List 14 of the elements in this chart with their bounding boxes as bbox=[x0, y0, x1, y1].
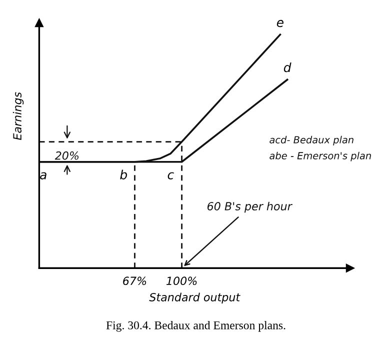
annotation: c bbox=[168, 172, 174, 180]
text: Fig. 30.4. Bedaux and Emerson plans. bbox=[106, 321, 286, 332]
annotation: d bbox=[284, 62, 292, 72]
x-tick-label: 67% bbox=[123, 276, 146, 286]
x-axis-title: Standard output bbox=[149, 292, 240, 304]
y-axis-title: Earnings bbox=[12, 92, 24, 140]
x-tick-label: 100% bbox=[166, 276, 197, 286]
annotation: 20% bbox=[54, 151, 79, 160]
annotation: acd- Bedaux plan bbox=[270, 136, 354, 146]
annotation: 60 B's per hour bbox=[207, 202, 292, 213]
annotation: abe - Emerson's plan bbox=[270, 152, 371, 162]
annotation: b bbox=[120, 170, 127, 180]
annotation: e bbox=[276, 20, 284, 28]
annotation: a bbox=[40, 172, 46, 180]
